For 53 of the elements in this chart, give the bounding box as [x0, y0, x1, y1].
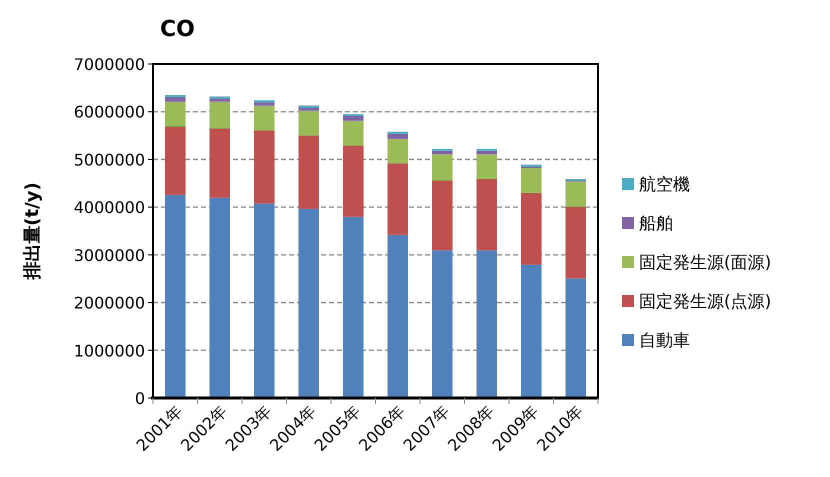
legend-label: 自動車 [639, 331, 690, 351]
legend-label: 固定発生源(点源) [639, 292, 772, 312]
bar [210, 128, 230, 198]
bar [254, 203, 274, 398]
bar [165, 102, 186, 127]
bar [566, 206, 586, 278]
legend-label: 固定発生源(面源) [639, 253, 772, 273]
bar [521, 168, 542, 193]
y-tick-label: 6000000 [74, 102, 145, 122]
bar [343, 120, 364, 146]
bar [476, 150, 497, 154]
y-tick-label: 7000000 [74, 55, 145, 74]
y-tick-label: 0 [134, 389, 145, 408]
bar [254, 102, 274, 106]
bar [476, 178, 497, 250]
bar [432, 250, 452, 398]
chart-title: CO [160, 17, 195, 42]
bar [432, 150, 452, 154]
y-tick-label: 2000000 [74, 294, 145, 313]
bar [388, 234, 408, 398]
bar [165, 126, 186, 195]
bar [254, 106, 274, 130]
bar [165, 194, 186, 398]
bar [343, 116, 364, 121]
bar [165, 96, 186, 102]
y-tick-label: 4000000 [74, 198, 145, 218]
bar [298, 208, 319, 398]
bar [210, 198, 230, 398]
bar [432, 154, 452, 180]
bar [298, 107, 319, 111]
bar [388, 134, 408, 139]
y-tick-label: 1000000 [74, 341, 145, 360]
bar [298, 110, 319, 136]
y-tick-label: 5000000 [74, 150, 145, 170]
legend-label: 船舶 [639, 214, 673, 234]
bar [476, 250, 497, 398]
bar [343, 216, 364, 398]
bar [388, 163, 408, 235]
bar [388, 138, 408, 164]
bar [476, 154, 497, 179]
y-axis-title: 排出量(t/y) [22, 182, 43, 281]
legend-label: 航空機 [639, 175, 690, 195]
bar [521, 192, 542, 264]
bar [566, 181, 586, 207]
bar [521, 264, 542, 398]
bar [298, 136, 319, 209]
bar [210, 102, 230, 128]
y-tick-label: 3000000 [74, 246, 145, 265]
bar [432, 180, 452, 250]
bar [343, 146, 364, 217]
bar [254, 130, 274, 204]
bar [566, 278, 586, 398]
bar [210, 98, 230, 102]
